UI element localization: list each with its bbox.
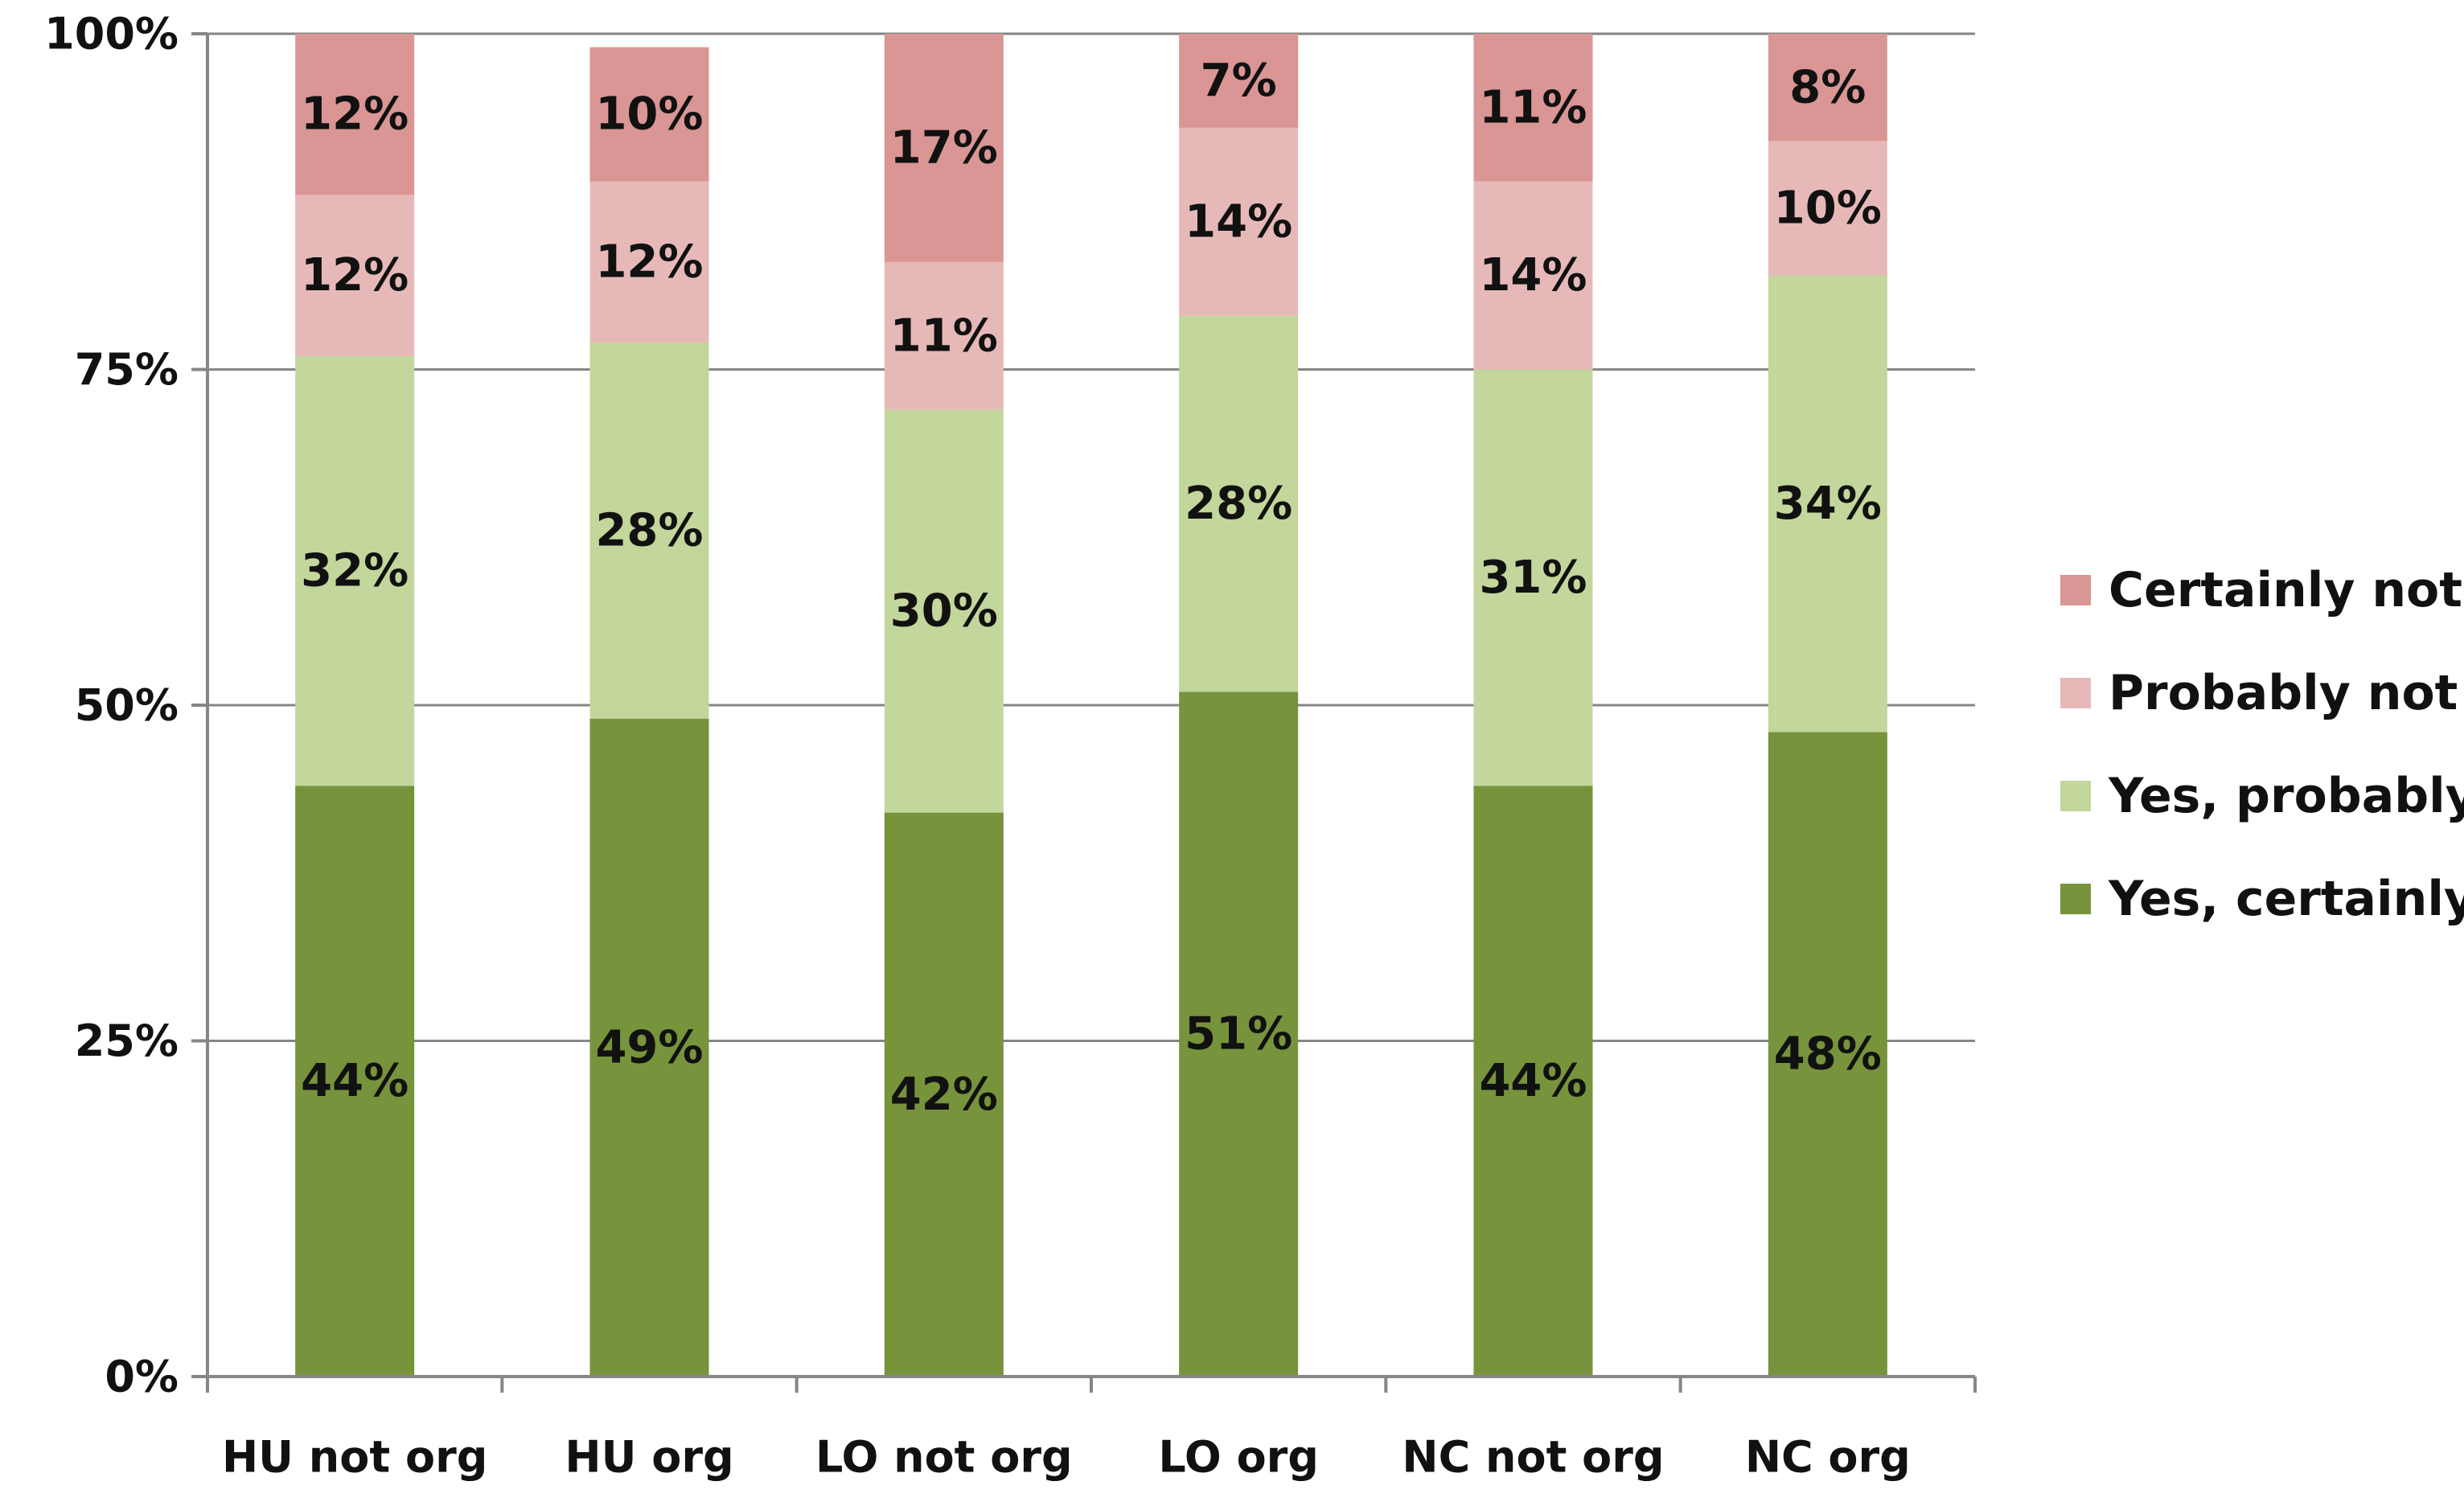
data-label: 42%: [890, 1069, 998, 1121]
bar-segment: [1768, 141, 1887, 276]
bar-segment: [1473, 786, 1593, 1377]
bar-segment: [1179, 127, 1299, 316]
data-label: 10%: [595, 88, 703, 141]
data-label: 11%: [890, 310, 998, 362]
bar-segment: [1473, 369, 1593, 786]
data-label: 12%: [301, 249, 409, 302]
x-tick-label: LO not org: [815, 1432, 1073, 1483]
data-label: 12%: [301, 88, 409, 141]
bar-segment: [884, 261, 1004, 410]
bar-segment: [589, 343, 709, 719]
bars: [295, 34, 1887, 1377]
bar-segment: [589, 718, 709, 1377]
data-label: 14%: [1185, 195, 1292, 248]
legend-label: Probably not: [2109, 665, 2458, 721]
bar-segment: [589, 181, 709, 343]
bar-segment: [884, 812, 1004, 1377]
legend-swatch: [2060, 781, 2091, 811]
data-label: 12%: [595, 236, 703, 288]
bar-segment: [295, 195, 415, 356]
legend: Certainly not Probably not Yes, probably Ye…: [2060, 562, 2464, 927]
bar-segment: [1179, 34, 1299, 128]
bar-segment: [1179, 315, 1299, 692]
bar-segment: [1768, 275, 1887, 733]
bar-segment: [884, 409, 1004, 813]
y-tick-label: 75%: [75, 344, 179, 395]
data-label: 11%: [1479, 81, 1587, 133]
x-tick-label: HU not org: [222, 1432, 487, 1483]
x-tick-label: LO org: [1158, 1432, 1319, 1483]
data-label: 32%: [301, 545, 409, 597]
data-label: 44%: [301, 1055, 409, 1107]
data-label: 17%: [890, 121, 998, 174]
bar-segment: [1768, 34, 1887, 142]
legend-label: Certainly not: [2109, 562, 2462, 618]
y-tick-label: 0%: [105, 1352, 179, 1402]
legend-label: Yes, probably: [2108, 768, 2464, 824]
bar-segment: [589, 47, 709, 182]
legend-label: Yes, certainly: [2108, 871, 2464, 927]
data-label: 44%: [1479, 1055, 1587, 1107]
bar-segment: [884, 34, 1004, 262]
data-label: 30%: [890, 585, 998, 638]
data-label: 51%: [1185, 1008, 1292, 1061]
data-label: 10%: [1774, 183, 1882, 235]
bar-segment: [1473, 34, 1593, 182]
data-label: 31%: [1479, 552, 1587, 604]
y-tick-label: 50%: [75, 680, 179, 731]
legend-swatch: [2060, 884, 2091, 914]
bar-segment: [295, 786, 415, 1377]
data-label: 48%: [1774, 1028, 1882, 1081]
data-label: 8%: [1789, 61, 1866, 113]
legend-swatch: [2060, 678, 2091, 708]
legend-swatch: [2060, 575, 2091, 605]
data-label: 28%: [1185, 478, 1292, 530]
data-label: 28%: [595, 504, 703, 556]
x-tick-label: NC org: [1745, 1432, 1911, 1483]
bar-segment: [295, 355, 415, 786]
bar-segment: [1473, 181, 1593, 370]
y-tick-label: 25%: [75, 1016, 179, 1066]
axes: 0% 25% 50% 75% 100% HU not org HU org LO not or…: [44, 9, 1977, 1483]
x-tick-label: HU org: [565, 1432, 733, 1483]
data-label: 7%: [1201, 55, 1277, 107]
data-labels: 44% 32% 12% 12% 49% 28% 12% 10% 42% 30% 11% 17% 51% 2…: [301, 55, 1882, 1121]
bar-segment: [1768, 732, 1887, 1377]
data-label: 14%: [1479, 249, 1587, 302]
bar-segment: [295, 34, 415, 195]
data-label: 34%: [1774, 478, 1882, 530]
data-label: 49%: [595, 1021, 703, 1073]
y-tick-label: 100%: [44, 9, 179, 60]
gridlines: [207, 32, 1975, 1042]
x-tick-label: NC not org: [1402, 1432, 1664, 1483]
bar-segment: [1179, 691, 1299, 1377]
